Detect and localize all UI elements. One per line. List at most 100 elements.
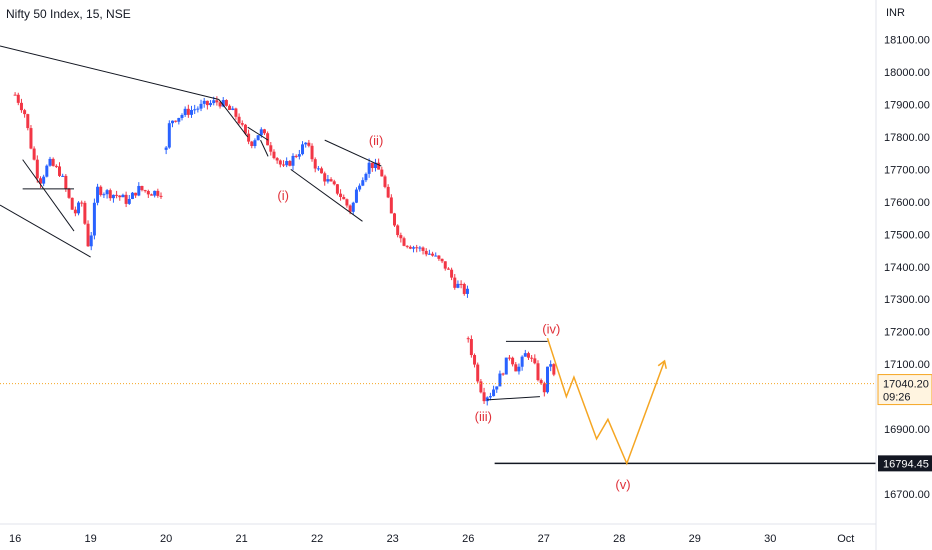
candle-body xyxy=(370,162,374,169)
candle-body xyxy=(473,355,477,365)
candle-body xyxy=(291,155,295,166)
candle-body xyxy=(351,202,355,212)
candle-body xyxy=(342,197,346,200)
candle-body xyxy=(476,364,480,382)
candle-body xyxy=(174,120,178,122)
channel-line xyxy=(247,126,269,141)
candle-body xyxy=(156,190,160,196)
candle-body xyxy=(250,141,254,147)
candle-body xyxy=(124,194,128,204)
candle-body xyxy=(358,185,362,190)
candle-body xyxy=(19,102,23,111)
candle-body xyxy=(323,173,327,182)
candle-body xyxy=(159,195,163,197)
x-tick-label: 22 xyxy=(311,533,323,545)
x-tick-label: 29 xyxy=(689,533,701,545)
candle-body xyxy=(405,245,409,247)
wave-labels: (i) (ii) (iii) (iv) (v) xyxy=(277,133,630,492)
x-tick-label: 28 xyxy=(613,533,625,545)
candle-body xyxy=(61,175,65,177)
candle-body xyxy=(77,202,81,214)
trend-lines xyxy=(0,45,876,465)
currency-label: INR xyxy=(886,7,905,19)
x-tick-label: 20 xyxy=(160,533,172,545)
candle-body xyxy=(552,364,556,375)
candle-body xyxy=(482,392,486,402)
candle-body xyxy=(99,186,103,195)
candle-body xyxy=(530,357,534,359)
candle-body xyxy=(256,135,260,141)
candle-body xyxy=(48,158,52,166)
candle-body xyxy=(278,160,282,165)
channel-line xyxy=(22,159,75,232)
candle-body xyxy=(73,209,77,214)
y-tick-label: 17100.00 xyxy=(884,359,930,371)
candle-body xyxy=(134,192,138,196)
wave-label: (iv) xyxy=(542,321,560,336)
candle-body xyxy=(190,109,194,115)
candles xyxy=(13,92,556,406)
candle-body xyxy=(402,238,406,246)
candle-body xyxy=(377,162,381,170)
candle-body xyxy=(102,194,106,196)
candle-body xyxy=(51,158,55,166)
candle-body xyxy=(228,105,232,110)
channel-line xyxy=(290,168,363,222)
candle-body xyxy=(247,133,251,142)
candle-body xyxy=(542,383,546,393)
projection-arrowhead xyxy=(657,359,667,369)
candle-body xyxy=(275,158,279,161)
candle-body xyxy=(42,176,46,184)
candle-body xyxy=(393,213,397,226)
candle-body xyxy=(272,151,276,159)
candle-body xyxy=(196,108,200,110)
channel-line xyxy=(0,204,91,258)
candle-body xyxy=(23,110,27,115)
candle-body xyxy=(153,190,157,196)
price-axis[interactable]: INR 18100.00 18000.00 17900.00 17800.00 17700… xyxy=(875,0,932,550)
candle-body xyxy=(485,397,489,402)
candle-body xyxy=(193,109,197,111)
candle-body xyxy=(149,194,153,196)
y-tick-label: 17700.00 xyxy=(884,164,930,176)
candle-body xyxy=(115,194,119,196)
candle-body xyxy=(456,283,460,288)
candle-body xyxy=(259,129,263,136)
candle-body xyxy=(450,269,454,278)
candle-body xyxy=(526,353,530,358)
candle-body xyxy=(453,277,457,288)
current-price-tag xyxy=(877,374,932,406)
channel-line xyxy=(487,396,540,401)
candle-body xyxy=(320,168,324,174)
y-tick-label: 16700.00 xyxy=(884,489,930,501)
candle-body xyxy=(170,120,174,124)
candle-body xyxy=(421,247,425,251)
candle-body xyxy=(105,190,109,195)
time-axis[interactable]: 16 19 20 21 22 23 26 27 28 29 30 Oct xyxy=(0,523,876,545)
candle-body xyxy=(212,100,216,104)
candle-body xyxy=(434,255,438,257)
candle-body xyxy=(396,225,400,236)
candle-body xyxy=(240,123,244,125)
candle-body xyxy=(285,161,289,166)
candle-body xyxy=(304,142,308,145)
candle-body xyxy=(288,161,292,166)
candle-body xyxy=(186,108,190,115)
candle-body xyxy=(146,191,150,195)
channel-line xyxy=(260,139,269,157)
candle-body xyxy=(507,357,511,359)
countdown-timer: 09:26 xyxy=(883,392,911,404)
candle-body xyxy=(177,117,181,122)
support-price-value: 16794.45 xyxy=(883,458,929,470)
candle-body xyxy=(67,188,71,198)
candle-body xyxy=(501,373,505,375)
y-tick-label: 17300.00 xyxy=(884,294,930,306)
candle-body xyxy=(26,114,30,129)
candle-body xyxy=(326,179,330,182)
candle-body xyxy=(80,202,84,204)
candle-body xyxy=(231,108,235,110)
candle-body xyxy=(183,108,187,116)
candle-body xyxy=(301,144,305,155)
wave-label: (ii) xyxy=(369,133,383,148)
